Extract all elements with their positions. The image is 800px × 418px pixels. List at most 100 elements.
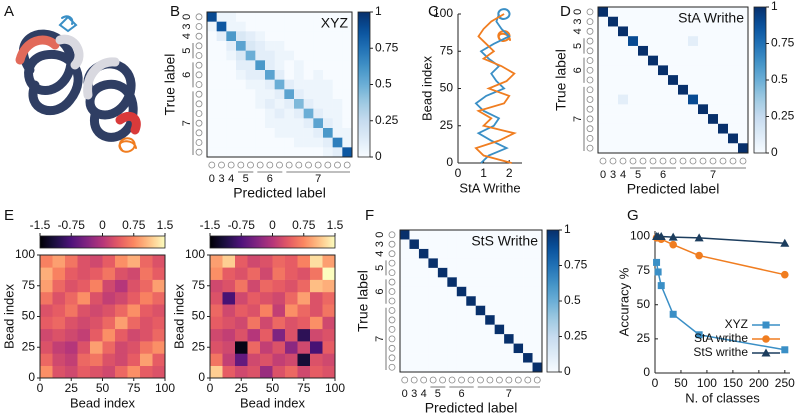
cell bbox=[658, 94, 669, 105]
cell bbox=[513, 343, 524, 354]
cell bbox=[40, 316, 53, 330]
cell bbox=[658, 16, 669, 27]
cell bbox=[409, 258, 420, 269]
cell bbox=[226, 89, 237, 100]
cell bbox=[648, 16, 659, 27]
y-tick-label: 4 bbox=[374, 251, 386, 257]
cell bbox=[504, 267, 514, 278]
y-icon bbox=[388, 259, 396, 267]
cell bbox=[628, 55, 639, 66]
x-tick-label: 50 bbox=[96, 381, 110, 395]
cell bbox=[332, 12, 343, 22]
cell bbox=[688, 55, 699, 66]
cell bbox=[628, 114, 639, 125]
cell bbox=[598, 16, 609, 27]
cell bbox=[400, 305, 410, 316]
cell bbox=[303, 118, 314, 129]
cell bbox=[127, 341, 141, 354]
cell bbox=[698, 143, 709, 154]
cell bbox=[504, 343, 514, 354]
cell bbox=[513, 362, 524, 373]
cell bbox=[598, 114, 609, 125]
colorbar-tick-label: 0.75 bbox=[771, 36, 795, 50]
cell bbox=[332, 89, 343, 100]
cell bbox=[245, 147, 256, 158]
x-tick-label: 100 bbox=[155, 381, 175, 395]
cell bbox=[428, 296, 439, 307]
cell bbox=[207, 108, 217, 119]
cell bbox=[342, 147, 353, 158]
cell bbox=[437, 334, 448, 344]
cell bbox=[323, 147, 333, 158]
cell bbox=[207, 12, 217, 22]
cell bbox=[207, 89, 217, 100]
cell bbox=[260, 255, 273, 268]
cell bbox=[216, 60, 227, 71]
cell bbox=[678, 104, 689, 115]
cell bbox=[668, 16, 679, 27]
legend-label: XYZ bbox=[725, 317, 748, 331]
x-tick-label: 5 bbox=[435, 388, 441, 400]
cell bbox=[235, 316, 248, 330]
cell bbox=[322, 304, 336, 317]
cell bbox=[226, 31, 237, 42]
legend-marker bbox=[762, 321, 770, 329]
cell bbox=[688, 114, 699, 125]
cell bbox=[437, 324, 448, 335]
cell bbox=[688, 104, 699, 115]
cell bbox=[698, 7, 709, 18]
y-axis-label: True label bbox=[553, 49, 569, 111]
cell bbox=[332, 118, 343, 129]
cell bbox=[708, 84, 719, 95]
y-icon bbox=[586, 66, 594, 74]
x-icon bbox=[458, 376, 465, 384]
cell bbox=[494, 230, 505, 240]
cell bbox=[409, 277, 420, 288]
cell bbox=[342, 21, 353, 32]
x-tick-label: 25 bbox=[65, 381, 79, 395]
cell bbox=[688, 26, 699, 37]
cell bbox=[494, 315, 505, 325]
cell bbox=[294, 12, 304, 22]
cell bbox=[608, 7, 619, 18]
cell bbox=[140, 291, 153, 305]
x-icon bbox=[609, 157, 617, 165]
cell bbox=[532, 362, 543, 373]
cell bbox=[332, 108, 343, 119]
x-icon bbox=[285, 161, 293, 169]
cell bbox=[418, 248, 429, 259]
cell bbox=[216, 31, 227, 42]
cell bbox=[513, 277, 524, 288]
cell bbox=[400, 353, 410, 363]
x-axis-label: Predicted label bbox=[233, 185, 326, 201]
cell bbox=[303, 41, 314, 51]
cell bbox=[418, 305, 429, 316]
cell bbox=[313, 70, 324, 80]
cell bbox=[437, 305, 448, 316]
y-icon bbox=[388, 250, 396, 258]
cell bbox=[322, 365, 336, 379]
cell bbox=[688, 65, 699, 76]
cell bbox=[494, 248, 505, 259]
cell bbox=[303, 147, 314, 158]
x-icon bbox=[639, 157, 647, 165]
cell bbox=[409, 362, 420, 373]
cell bbox=[342, 137, 353, 148]
y-icon bbox=[388, 231, 396, 239]
cell bbox=[310, 279, 323, 293]
x-icon bbox=[533, 376, 541, 384]
cell bbox=[342, 89, 353, 100]
x-icon bbox=[237, 161, 245, 169]
cell bbox=[738, 45, 749, 56]
cell bbox=[485, 248, 495, 259]
cell bbox=[447, 296, 458, 307]
cell bbox=[90, 328, 103, 342]
cell bbox=[708, 143, 719, 154]
cell bbox=[638, 55, 649, 66]
cell bbox=[284, 41, 295, 51]
cell bbox=[485, 362, 495, 373]
cell bbox=[658, 7, 669, 18]
cell bbox=[322, 255, 336, 268]
cell bbox=[245, 60, 256, 71]
cell bbox=[226, 12, 237, 22]
